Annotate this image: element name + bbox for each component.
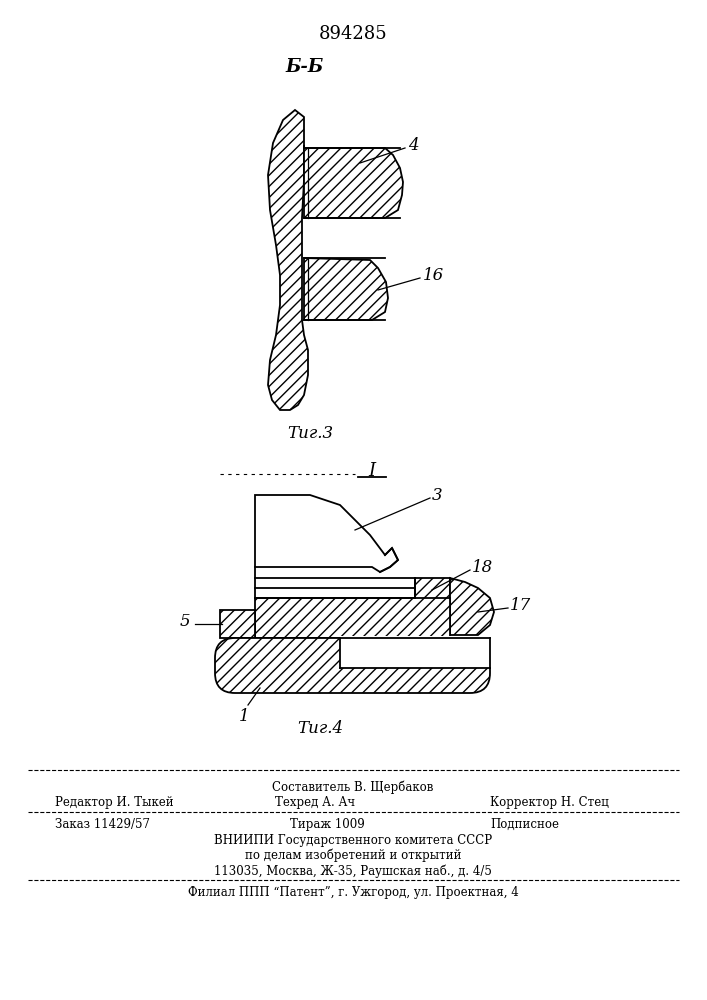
Text: Τиг.3: Τиг.3 bbox=[287, 425, 333, 442]
Text: ВНИИПИ Государственного комитета СССР: ВНИИПИ Государственного комитета СССР bbox=[214, 834, 492, 847]
Text: 1: 1 bbox=[239, 708, 250, 725]
Polygon shape bbox=[268, 110, 308, 410]
Text: I: I bbox=[368, 462, 375, 480]
Polygon shape bbox=[304, 258, 388, 320]
Polygon shape bbox=[255, 598, 450, 638]
Text: Заказ 11429/57: Заказ 11429/57 bbox=[55, 818, 150, 831]
Text: 18: 18 bbox=[472, 558, 493, 576]
Polygon shape bbox=[415, 578, 450, 635]
FancyBboxPatch shape bbox=[215, 638, 490, 693]
Text: Подписное: Подписное bbox=[490, 818, 559, 831]
Text: 3: 3 bbox=[432, 488, 443, 504]
Text: 16: 16 bbox=[423, 266, 444, 284]
Polygon shape bbox=[220, 610, 255, 638]
Polygon shape bbox=[340, 636, 492, 668]
Text: Техред А. Ач: Техред А. Ач bbox=[275, 796, 355, 809]
Text: 894285: 894285 bbox=[319, 25, 387, 43]
Text: Филиал ППП “Патент”, г. Ужгород, ул. Проектная, 4: Филиал ППП “Патент”, г. Ужгород, ул. Про… bbox=[187, 886, 518, 899]
Text: Τиг.4: Τиг.4 bbox=[297, 720, 343, 737]
Text: по делам изобретений и открытий: по делам изобретений и открытий bbox=[245, 849, 461, 862]
Polygon shape bbox=[304, 145, 403, 218]
Text: 113035, Москва, Ж-35, Раушская наб., д. 4/5: 113035, Москва, Ж-35, Раушская наб., д. … bbox=[214, 864, 492, 878]
Polygon shape bbox=[255, 495, 398, 572]
Text: 17: 17 bbox=[510, 597, 531, 614]
Text: Корректор Н. Стец: Корректор Н. Стец bbox=[490, 796, 609, 809]
Text: Б-Б: Б-Б bbox=[286, 58, 324, 76]
Text: 4: 4 bbox=[408, 136, 419, 153]
Text: Редактор И. Тыкей: Редактор И. Тыкей bbox=[55, 796, 174, 809]
Text: Тираж 1009: Тираж 1009 bbox=[290, 818, 365, 831]
Text: 5: 5 bbox=[180, 613, 190, 631]
Polygon shape bbox=[450, 578, 494, 635]
Text: Составитель В. Щербаков: Составитель В. Щербаков bbox=[272, 780, 433, 794]
